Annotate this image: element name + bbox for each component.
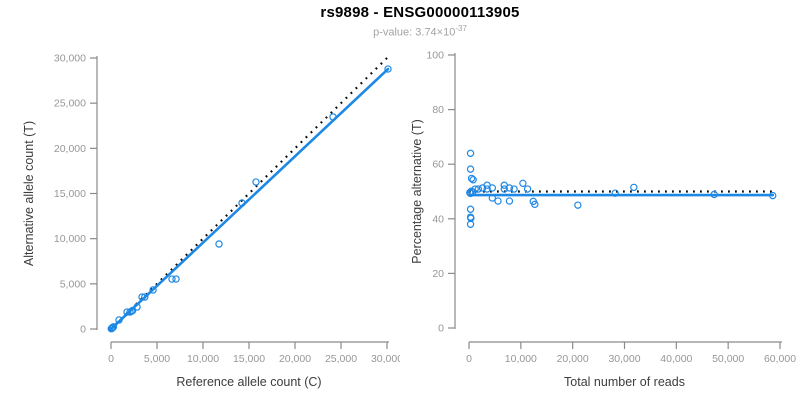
data-point bbox=[141, 293, 149, 301]
y-tick-label: 100 bbox=[426, 50, 444, 62]
data-point bbox=[710, 190, 718, 199]
x-tick-label: 15,000 bbox=[233, 353, 265, 365]
data-point bbox=[467, 174, 476, 183]
x-tick-label: 10,000 bbox=[505, 353, 537, 365]
data-point bbox=[252, 178, 260, 186]
pvalue-text: p-value: 3.74×10 bbox=[373, 26, 456, 39]
data-point bbox=[215, 240, 223, 248]
y-tick-label: 0 bbox=[438, 323, 444, 335]
figure-title: rs9898 - ENSG00000113905 bbox=[320, 4, 520, 21]
data-point bbox=[466, 205, 475, 213]
data-point bbox=[168, 275, 176, 283]
data-point bbox=[172, 275, 180, 283]
allele-count-scatter-plot: 0 5,000 10,000 15,000 20,000 25,000 30,000 0 5,0… bbox=[22, 53, 400, 390]
data-point bbox=[469, 176, 477, 184]
x-tick-label: 0 bbox=[108, 353, 114, 365]
x-tick-label: 60,000 bbox=[764, 353, 796, 365]
x-tick-label: 30,000 bbox=[608, 353, 640, 365]
y-tick-label: 20 bbox=[432, 268, 444, 280]
data-point bbox=[466, 220, 475, 228]
y-tick-label: 30,000 bbox=[54, 53, 86, 65]
x-axis-title: Total number of reads bbox=[564, 375, 685, 389]
data-point bbox=[630, 183, 638, 192]
data-point bbox=[531, 200, 539, 209]
x-axis: 0 10,000 20,000 30,000 40,000 50,000 60,000 bbox=[466, 341, 796, 365]
x-axis: 0 5,000 10,000 15,000 20,000 25,000 30,000 bbox=[108, 341, 400, 365]
data-point bbox=[510, 185, 518, 193]
data-point bbox=[109, 323, 118, 331]
y-axis-title: Percentage alternative (T) bbox=[410, 119, 424, 264]
data-point bbox=[466, 165, 475, 173]
x-tick-label: 20,000 bbox=[279, 353, 311, 365]
figure-header: rs9898 - ENSG00000113905 p-value: 3.74×1… bbox=[40, 4, 800, 39]
data-point bbox=[611, 189, 619, 197]
data-point bbox=[466, 149, 475, 157]
data-point bbox=[483, 185, 491, 193]
data-point bbox=[115, 316, 123, 324]
data-point bbox=[384, 65, 392, 73]
data-point bbox=[505, 184, 514, 192]
x-tick-label: 50,000 bbox=[712, 353, 744, 365]
pvalue-exponent: -37 bbox=[455, 24, 467, 33]
x-tick-label: 30,000 bbox=[371, 353, 400, 365]
data-point bbox=[133, 303, 141, 311]
x-tick-label: 0 bbox=[466, 353, 472, 365]
figure-subtitle: p-value: 3.74×10-37 bbox=[40, 24, 800, 39]
y-tick-label: 80 bbox=[432, 104, 444, 116]
y-tick-label: 5,000 bbox=[60, 278, 86, 290]
y-axis: 0 5,000 10,000 15,000 20,000 25,000 30,000 bbox=[54, 53, 98, 336]
y-axis: 0 20 40 60 80 100 bbox=[426, 50, 456, 335]
data-point bbox=[329, 113, 337, 121]
percentage-alternative-scatter-plot: 0 20 40 60 80 100 0 10,000 20,000 30,000 40,000 50,… bbox=[410, 50, 796, 390]
x-tick-label: 10,000 bbox=[187, 353, 219, 365]
data-points bbox=[107, 65, 392, 333]
data-point bbox=[519, 179, 527, 188]
x-tick-label: 40,000 bbox=[660, 353, 692, 365]
data-point bbox=[494, 197, 502, 205]
data-point bbox=[488, 184, 497, 192]
fit-line bbox=[109, 67, 390, 331]
y-tick-label: 60 bbox=[432, 159, 444, 171]
y-tick-label: 0 bbox=[80, 324, 86, 336]
data-point bbox=[474, 185, 483, 193]
data-point bbox=[769, 191, 777, 200]
y-axis-title: Alternative allele count (T) bbox=[22, 121, 36, 266]
data-point bbox=[500, 185, 508, 193]
x-tick-label: 25,000 bbox=[325, 353, 357, 365]
data-point bbox=[505, 197, 514, 205]
y-tick-label: 40 bbox=[432, 213, 444, 225]
reference-dotted-line bbox=[110, 55, 390, 330]
data-point bbox=[523, 185, 532, 193]
data-point bbox=[238, 199, 246, 207]
data-point bbox=[138, 293, 146, 301]
y-tick-label: 15,000 bbox=[54, 188, 86, 200]
data-point bbox=[128, 306, 137, 315]
y-tick-label: 20,000 bbox=[54, 143, 86, 155]
data-point bbox=[471, 185, 479, 193]
data-point bbox=[149, 286, 157, 294]
x-tick-label: 5,000 bbox=[144, 353, 170, 365]
data-point bbox=[466, 188, 474, 197]
x-tick-label: 20,000 bbox=[557, 353, 589, 365]
data-point bbox=[574, 201, 582, 209]
data-points bbox=[466, 149, 777, 228]
data-point bbox=[488, 194, 497, 202]
y-tick-label: 25,000 bbox=[54, 98, 86, 110]
y-tick-label: 10,000 bbox=[54, 233, 86, 245]
x-axis-title: Reference allele count (C) bbox=[176, 375, 321, 389]
